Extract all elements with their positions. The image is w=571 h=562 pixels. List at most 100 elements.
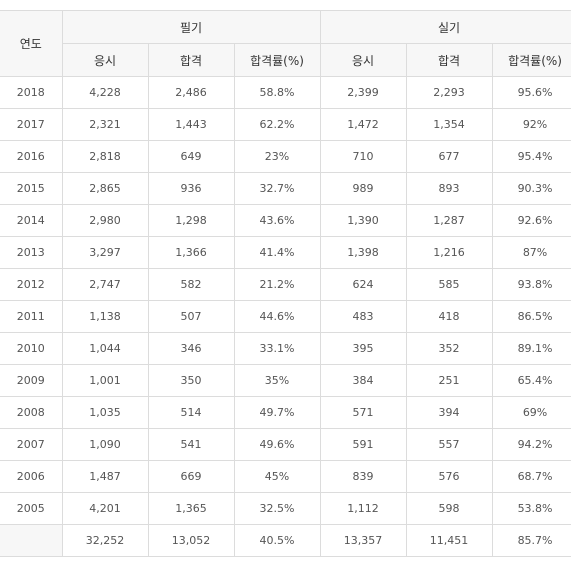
written-rate-cell: 23% <box>233 140 321 173</box>
written-applicants-cell: 1,044 <box>61 332 149 365</box>
practical-applicants-cell: 2,399 <box>319 76 407 109</box>
year-cell: 2012 <box>0 268 63 301</box>
year-cell: 2009 <box>0 364 63 397</box>
written-passed-cell: 507 <box>147 300 235 333</box>
written-applicants-cell: 1,487 <box>61 460 149 493</box>
practical-rate-cell: 87% <box>491 236 571 269</box>
written-passed-cell: 350 <box>147 364 235 397</box>
written-applicants-cell: 2,980 <box>61 204 149 237</box>
practical-applicants-cell: 839 <box>319 460 407 493</box>
written-rate-cell: 33.1% <box>233 332 321 365</box>
practical-passed-cell: 1,287 <box>405 204 493 237</box>
practical-applicants-cell: 989 <box>319 172 407 205</box>
written-passed-cell: 2,486 <box>147 76 235 109</box>
written-applicants-cell: 4,228 <box>61 76 149 109</box>
table-row: 2005 4,201 1,365 32.5% 1,112 598 53.8% <box>0 492 571 525</box>
written-applicants-cell: 2,321 <box>61 108 149 141</box>
practical-passed-cell: 677 <box>405 140 493 173</box>
written-rate-cell: 62.2% <box>233 108 321 141</box>
written-rate-cell: 40.5% <box>233 524 321 557</box>
written-applicants-cell: 2,865 <box>61 172 149 205</box>
practical-applicants-cell: 571 <box>319 396 407 429</box>
written-rate-cell: 41.4% <box>233 236 321 269</box>
practical-rate-cell: 95.4% <box>491 140 571 173</box>
practical-rate-cell: 86.5% <box>491 300 571 333</box>
practical-passed-cell: 598 <box>405 492 493 525</box>
header-practical-applicants: 응시 <box>319 43 407 77</box>
year-cell: 2011 <box>0 300 63 333</box>
written-applicants-cell: 4,201 <box>61 492 149 525</box>
written-rate-cell: 35% <box>233 364 321 397</box>
written-passed-cell: 1,298 <box>147 204 235 237</box>
written-rate-cell: 44.6% <box>233 300 321 333</box>
header-written-passed: 합격 <box>147 43 235 77</box>
header-written-rate: 합격률(%) <box>233 43 321 77</box>
practical-passed-cell: 418 <box>405 300 493 333</box>
exam-stats-table: 연도 필기 실기 응시 합격 합격률(%) 응시 합격 합격률(%) 2018 4… <box>0 10 571 557</box>
written-passed-cell: 582 <box>147 268 235 301</box>
practical-rate-cell: 85.7% <box>491 524 571 557</box>
header-written: 필기 <box>61 10 321 44</box>
practical-applicants-cell: 710 <box>319 140 407 173</box>
practical-rate-cell: 93.8% <box>491 268 571 301</box>
practical-applicants-cell: 1,112 <box>319 492 407 525</box>
practical-passed-cell: 1,216 <box>405 236 493 269</box>
practical-applicants-cell: 13,357 <box>319 524 407 557</box>
table-row: 2007 1,090 541 49.6% 591 557 94.2% <box>0 428 571 461</box>
written-passed-cell: 541 <box>147 428 235 461</box>
practical-passed-cell: 251 <box>405 364 493 397</box>
written-rate-cell: 49.7% <box>233 396 321 429</box>
written-passed-cell: 13,052 <box>147 524 235 557</box>
practical-applicants-cell: 624 <box>319 268 407 301</box>
year-cell: 2014 <box>0 204 63 237</box>
year-cell: 2018 <box>0 76 63 109</box>
exam-stats-table-container: 연도 필기 실기 응시 합격 합격률(%) 응시 합격 합격률(%) 2018 4… <box>0 10 571 557</box>
table-row: 2013 3,297 1,366 41.4% 1,398 1,216 87% <box>0 236 571 269</box>
practical-rate-cell: 92.6% <box>491 204 571 237</box>
table-header: 연도 필기 실기 응시 합격 합격률(%) 응시 합격 합격률(%) <box>0 10 571 77</box>
year-cell: 2006 <box>0 460 63 493</box>
year-cell: 2013 <box>0 236 63 269</box>
table-row: 2008 1,035 514 49.7% 571 394 69% <box>0 396 571 429</box>
written-applicants-cell: 2,747 <box>61 268 149 301</box>
header-row-sub: 응시 합격 합격률(%) 응시 합격 합격률(%) <box>0 43 571 77</box>
practical-applicants-cell: 1,398 <box>319 236 407 269</box>
written-rate-cell: 32.5% <box>233 492 321 525</box>
table-row: 2010 1,044 346 33.1% 395 352 89.1% <box>0 332 571 365</box>
written-passed-cell: 514 <box>147 396 235 429</box>
written-passed-cell: 1,365 <box>147 492 235 525</box>
header-practical: 실기 <box>319 10 571 44</box>
written-passed-cell: 1,443 <box>147 108 235 141</box>
header-year: 연도 <box>0 10 63 77</box>
written-applicants-cell: 1,035 <box>61 396 149 429</box>
practical-passed-cell: 557 <box>405 428 493 461</box>
year-cell: 2008 <box>0 396 63 429</box>
year-cell: 2017 <box>0 108 63 141</box>
written-applicants-cell: 32,252 <box>61 524 149 557</box>
written-rate-cell: 58.8% <box>233 76 321 109</box>
practical-rate-cell: 94.2% <box>491 428 571 461</box>
written-rate-cell: 21.2% <box>233 268 321 301</box>
year-cell: 2015 <box>0 172 63 205</box>
table-row: 2009 1,001 350 35% 384 251 65.4% <box>0 364 571 397</box>
practical-passed-cell: 11,451 <box>405 524 493 557</box>
practical-applicants-cell: 384 <box>319 364 407 397</box>
practical-rate-cell: 95.6% <box>491 76 571 109</box>
practical-rate-cell: 90.3% <box>491 172 571 205</box>
year-cell: 2010 <box>0 332 63 365</box>
practical-passed-cell: 585 <box>405 268 493 301</box>
practical-rate-cell: 65.4% <box>491 364 571 397</box>
header-row-groups: 연도 필기 실기 <box>0 10 571 77</box>
table-row: 2018 4,228 2,486 58.8% 2,399 2,293 95.6% <box>0 76 571 109</box>
table-row: 2017 2,321 1,443 62.2% 1,472 1,354 92% <box>0 108 571 141</box>
written-rate-cell: 32.7% <box>233 172 321 205</box>
written-applicants-cell: 1,090 <box>61 428 149 461</box>
table-row: 2012 2,747 582 21.2% 624 585 93.8% <box>0 268 571 301</box>
written-applicants-cell: 1,138 <box>61 300 149 333</box>
practical-applicants-cell: 1,390 <box>319 204 407 237</box>
table-row: 2011 1,138 507 44.6% 483 418 86.5% <box>0 300 571 333</box>
table-row: 2006 1,487 669 45% 839 576 68.7% <box>0 460 571 493</box>
practical-passed-cell: 394 <box>405 396 493 429</box>
year-cell: 2016 <box>0 140 63 173</box>
year-cell: 2005 <box>0 492 63 525</box>
